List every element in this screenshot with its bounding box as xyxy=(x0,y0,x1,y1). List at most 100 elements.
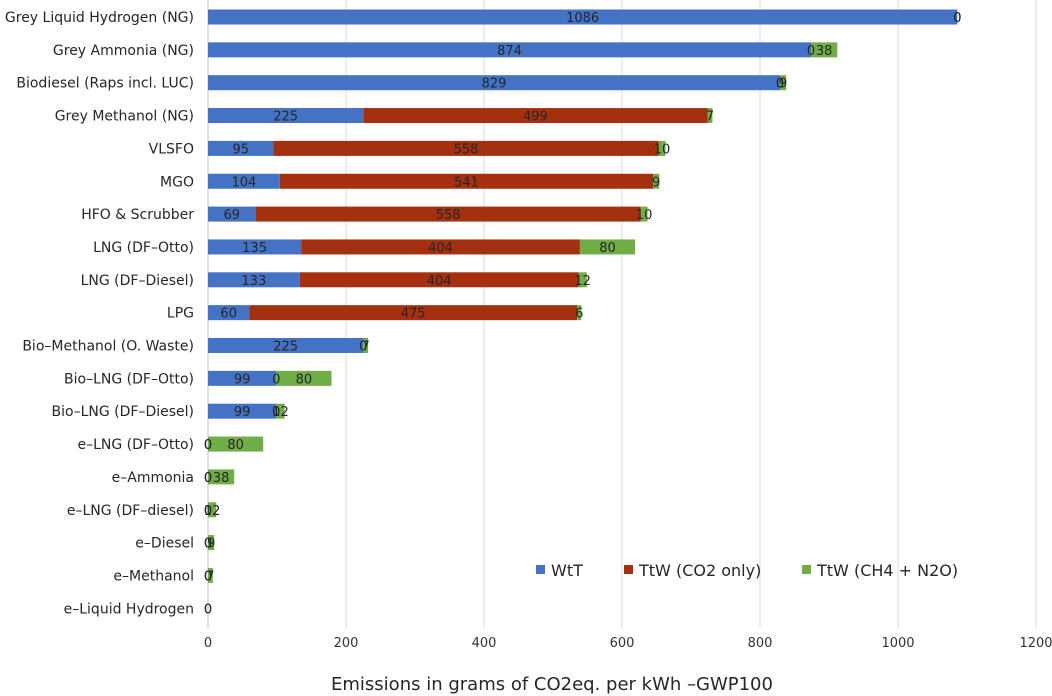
x-tick-label: 400 xyxy=(472,636,497,651)
data-label: 0 xyxy=(204,569,212,584)
category-label: VLSFO xyxy=(149,141,194,157)
legend-label: TtW (CO2 only) xyxy=(638,561,761,580)
category-label: Bio–LNG (DF–Diesel) xyxy=(52,404,194,420)
data-label: 225 xyxy=(273,110,298,125)
data-label: 38 xyxy=(213,471,230,486)
data-label: 0 xyxy=(204,438,212,453)
data-label: 0 xyxy=(204,537,212,552)
bar-segment xyxy=(301,239,580,255)
bar-segment xyxy=(255,206,641,222)
bar-segment xyxy=(299,272,579,288)
bar-segment xyxy=(208,108,364,124)
bar-segment xyxy=(273,140,659,156)
bar-segment xyxy=(208,403,277,419)
category-label: LNG (DF–Diesel) xyxy=(81,273,194,289)
bar-segment xyxy=(208,502,217,518)
data-label: 225 xyxy=(273,340,298,355)
x-axis-ticks: 0 200 400 600 800 1000 1200 xyxy=(204,636,1052,651)
category-label: e–Diesel xyxy=(135,536,194,552)
data-label: 0 xyxy=(204,438,212,453)
legend: WtT TtW (CO2 only) TtW (CH4 + N2O) xyxy=(536,561,958,580)
category-label: LPG xyxy=(167,306,194,322)
data-label: 7 xyxy=(706,110,714,125)
bar-segment xyxy=(577,305,582,321)
legend-swatch xyxy=(624,565,633,574)
legend-label: WtT xyxy=(551,561,583,580)
x-tick-label: 600 xyxy=(610,636,635,651)
legend-swatch xyxy=(536,565,545,574)
data-label: 874 xyxy=(497,44,522,59)
data-label: 0 xyxy=(272,372,280,387)
data-label: 541 xyxy=(454,175,479,190)
data-label: 0 xyxy=(204,602,212,617)
legend-swatch xyxy=(802,565,811,574)
category-label: Bio–LNG (DF–Otto) xyxy=(64,371,194,387)
data-label: 135 xyxy=(242,241,267,256)
data-label: 60 xyxy=(220,307,237,322)
bar-segment xyxy=(249,305,578,321)
bar-segment xyxy=(208,370,277,386)
bar-segment xyxy=(208,42,812,58)
bars xyxy=(208,9,958,583)
x-tick-label: 200 xyxy=(334,636,359,651)
category-label: LNG (DF–Otto) xyxy=(93,240,194,256)
data-label: 10 xyxy=(636,208,653,223)
category-label: Grey Liquid Hydrogen (NG) xyxy=(5,10,194,26)
legend-label: TtW (CH4 + N2O) xyxy=(816,561,958,580)
data-label: 38 xyxy=(816,44,833,59)
data-label: 95 xyxy=(233,142,250,157)
data-label: 0 xyxy=(204,504,212,519)
data-label: 0 xyxy=(204,471,212,486)
category-label: Grey Methanol (NG) xyxy=(55,109,194,125)
category-label: Biodiesel (Raps incl. LUC) xyxy=(16,76,194,92)
bar-segment xyxy=(658,140,666,156)
data-label: 1086 xyxy=(566,11,599,26)
data-label: 9 xyxy=(207,537,215,552)
data-label: 0 xyxy=(807,44,815,59)
data-label: 404 xyxy=(428,241,453,256)
bar-segment xyxy=(208,567,213,583)
data-label: 99 xyxy=(234,372,251,387)
data-label: 80 xyxy=(599,241,616,256)
data-label: 80 xyxy=(227,438,244,453)
bar-segment xyxy=(208,338,364,353)
data-label: 0 xyxy=(204,504,212,519)
data-label: 133 xyxy=(241,274,266,289)
x-tick-label: 1200 xyxy=(1019,636,1052,651)
bar-segment xyxy=(279,173,654,189)
bar-segment xyxy=(579,239,636,255)
data-label: 9 xyxy=(652,175,660,190)
data-label: 7 xyxy=(206,569,214,584)
bar-segment xyxy=(653,173,660,189)
data-label: 12 xyxy=(204,504,221,519)
bar-segment xyxy=(208,173,280,189)
data-label: 829 xyxy=(482,77,507,92)
bar-segment xyxy=(578,272,587,288)
data-label: 558 xyxy=(454,142,479,157)
bar-segment xyxy=(208,272,300,288)
bar-segment xyxy=(208,305,250,321)
x-tick-label: 1000 xyxy=(881,636,914,651)
bar-segment xyxy=(811,42,838,58)
data-label: 6 xyxy=(575,307,583,322)
bar-segment xyxy=(208,75,781,91)
category-label: e–LNG (DF–diesel) xyxy=(67,503,194,519)
bar-segment xyxy=(208,206,256,222)
category-label: HFO & Scrubber xyxy=(81,207,194,223)
data-label: 12 xyxy=(574,274,591,289)
data-label: 10 xyxy=(654,142,671,157)
data-label: 69 xyxy=(224,208,241,223)
bar-segment xyxy=(363,108,708,124)
bar-segment xyxy=(208,436,264,452)
category-label: e–LNG (DF–Otto) xyxy=(77,437,194,453)
bar-segment xyxy=(208,469,235,485)
data-label: 0 xyxy=(204,537,212,552)
data-label: 404 xyxy=(427,274,452,289)
bar-segment xyxy=(640,206,648,222)
data-label: 0 xyxy=(204,471,212,486)
x-tick-label: 800 xyxy=(748,636,773,651)
data-label: 7 xyxy=(362,340,370,355)
data-label: 104 xyxy=(231,175,256,190)
